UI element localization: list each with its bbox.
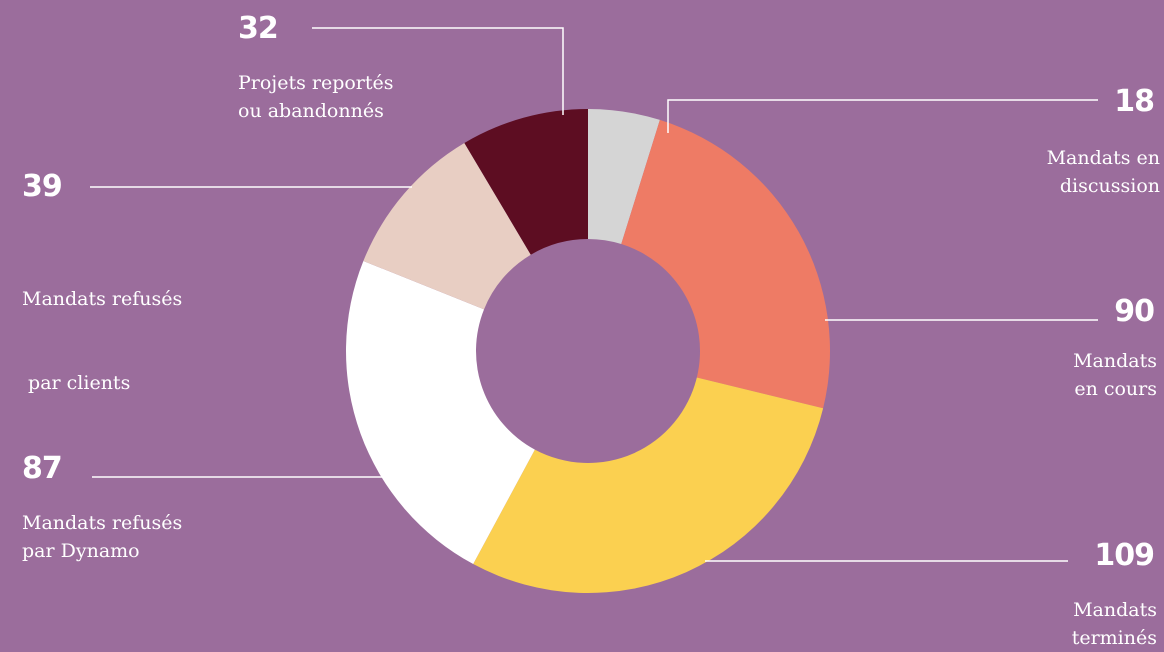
- desc-line-2: par clients: [22, 372, 131, 394]
- desc-line-2: ou abandonnés: [238, 100, 384, 122]
- leader-line-discussion: [667, 99, 1098, 133]
- slice-termines: [473, 377, 824, 593]
- desc-line-1: Mandats en: [1046, 147, 1160, 169]
- value-label-en-cours: 90: [1114, 294, 1155, 329]
- desc-line-1: Projets reportés: [238, 72, 394, 94]
- desc-line-2: par Dynamo: [22, 540, 140, 562]
- desc-label-en-cours: Mandats en cours: [1073, 347, 1157, 403]
- desc-label-refuses-clients: Mandats refusés par clients: [22, 229, 182, 425]
- desc-line-1: Mandats refusés: [22, 512, 183, 534]
- leader-line-reportes: [312, 27, 564, 115]
- value-label-reportes: 32: [238, 11, 279, 46]
- slice-en-cours: [621, 119, 830, 409]
- desc-line-1: Mandats: [1073, 350, 1157, 372]
- desc-label-refuses-dynamo: Mandats refusés par Dynamo: [22, 509, 182, 565]
- desc-line-1: Mandats refusés: [22, 288, 183, 310]
- slice-refuses-clients: [363, 142, 531, 310]
- leader-lines: [90, 27, 1098, 562]
- desc-line-2: en cours: [1074, 378, 1157, 400]
- desc-line-1: Mandats: [1073, 599, 1157, 621]
- value-label-refuses-dynamo: 87: [22, 451, 63, 486]
- desc-line-2: discussion: [1059, 175, 1160, 197]
- value-label-discussion: 18: [1114, 84, 1155, 119]
- slice-reportes: [464, 109, 588, 255]
- slice-discussion: [588, 109, 660, 245]
- donut-slices: [345, 109, 830, 593]
- value-label-termines: 109: [1094, 538, 1155, 573]
- desc-label-discussion: Mandats en discussion: [1047, 144, 1160, 200]
- desc-label-reportes: Projets reportés ou abandonnés: [238, 69, 394, 125]
- desc-line-2: terminés: [1071, 627, 1157, 649]
- value-label-refuses-clients: 39: [22, 169, 63, 204]
- slice-refuses-dynamo: [345, 260, 535, 565]
- desc-label-termines: Mandats terminés: [1072, 596, 1157, 652]
